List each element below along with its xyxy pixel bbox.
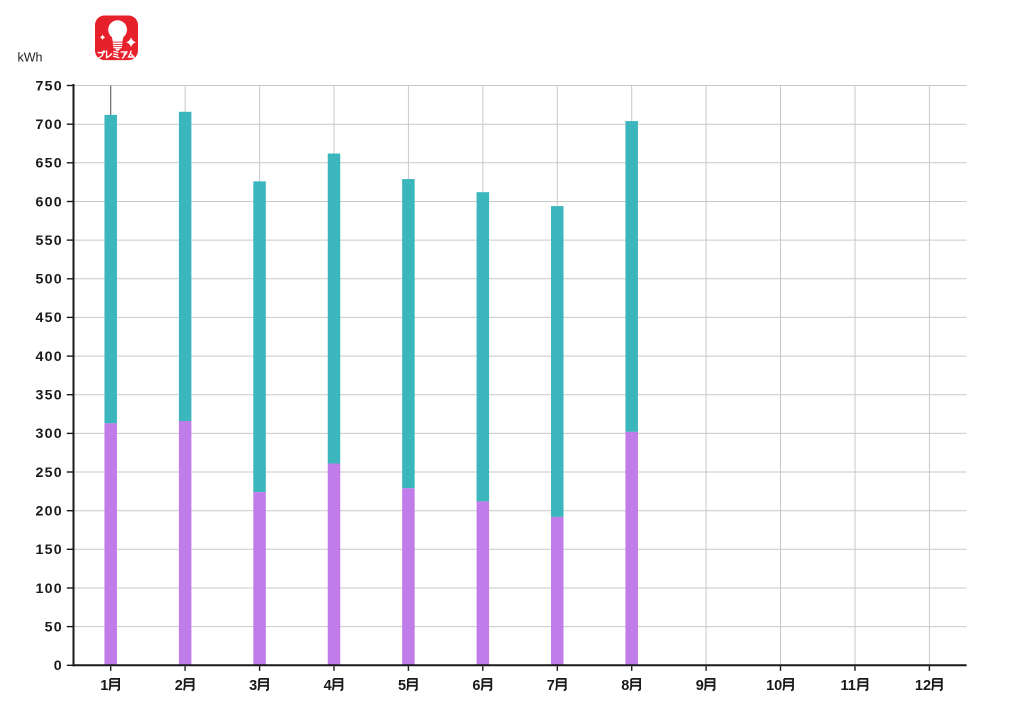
svg-text:750: 750 — [36, 78, 63, 94]
svg-text:0: 0 — [54, 658, 63, 674]
svg-text:350: 350 — [36, 388, 63, 404]
svg-text:700: 700 — [36, 117, 63, 133]
svg-text:500: 500 — [36, 272, 63, 288]
svg-text:100: 100 — [36, 581, 63, 597]
svg-text:600: 600 — [36, 194, 63, 210]
svg-text:300: 300 — [36, 426, 63, 442]
svg-text:400: 400 — [36, 349, 63, 365]
svg-text:11: 11 — [841, 678, 856, 694]
svg-text:50: 50 — [45, 619, 63, 635]
svg-text:10: 10 — [766, 678, 782, 694]
svg-text:12: 12 — [915, 678, 931, 694]
svg-text:2: 2 — [175, 678, 183, 694]
svg-text:1: 1 — [100, 678, 108, 694]
svg-text:7: 7 — [547, 678, 555, 694]
svg-text:3: 3 — [249, 678, 257, 694]
svg-text:6: 6 — [472, 678, 480, 694]
svg-text:5: 5 — [398, 678, 406, 694]
svg-text:650: 650 — [36, 156, 63, 172]
svg-text:200: 200 — [36, 504, 63, 520]
svg-text:4: 4 — [324, 678, 332, 694]
svg-text:8: 8 — [621, 678, 629, 694]
svg-text:kWh: kWh — [18, 51, 43, 65]
svg-text:150: 150 — [36, 542, 63, 558]
svg-text:9: 9 — [696, 678, 704, 694]
svg-text:450: 450 — [36, 310, 63, 326]
svg-text:550: 550 — [36, 233, 63, 249]
svg-text:250: 250 — [36, 465, 63, 481]
